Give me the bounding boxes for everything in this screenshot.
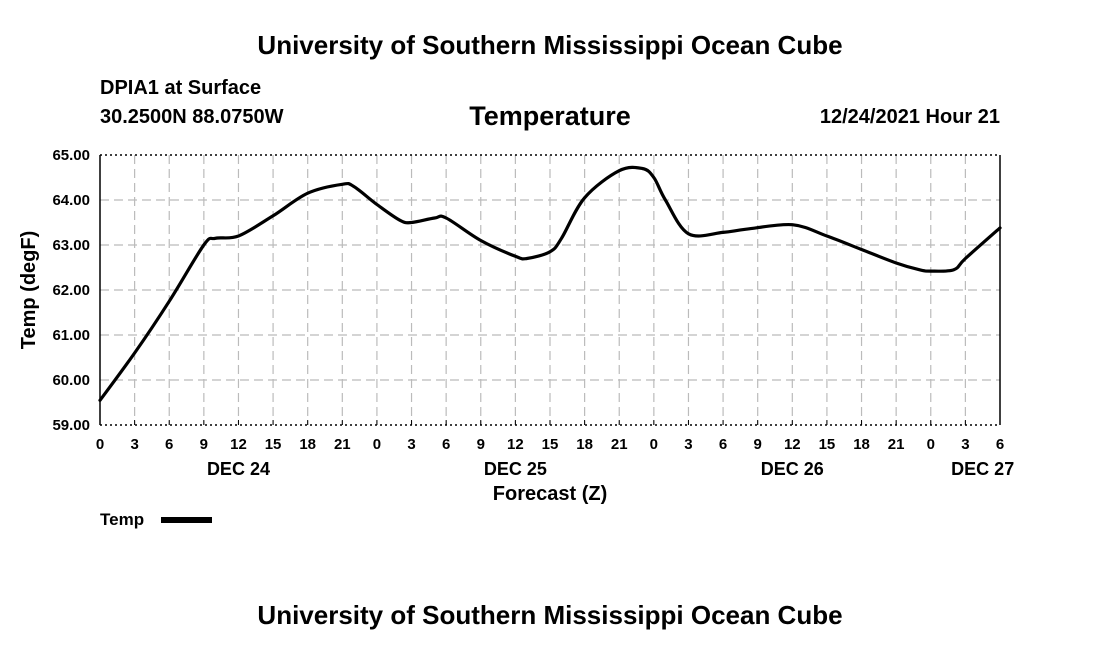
grid (100, 155, 1000, 425)
y-tick-label: 63.00 (52, 237, 90, 254)
date-label: DEC 25 (484, 459, 547, 479)
y-tick-label: 60.00 (52, 372, 90, 389)
x-tick-label: 12 (507, 436, 524, 453)
x-tick-label: 15 (542, 436, 559, 453)
x-tick-label: 21 (888, 436, 905, 453)
legend-line-swatch (161, 517, 212, 523)
x-tick-label: 3 (130, 436, 138, 453)
legend-label: Temp (100, 510, 145, 529)
date-label: DEC 24 (207, 459, 270, 479)
x-tick-label: 9 (477, 436, 485, 453)
x-tick-label: 21 (334, 436, 351, 453)
main-title: University of Southern Mississippi Ocean… (257, 30, 843, 60)
x-tick-label: 18 (576, 436, 593, 453)
footer-title: University of Southern Mississippi Ocean… (257, 600, 843, 630)
x-tick-label: 6 (996, 436, 1004, 453)
axes: 0 3 6 9 12 15 18 21 0 3 6 9 12 15 18 21 0 3 6 9 12 15 18 21 0 3 65… (52, 147, 1014, 479)
x-tick-label: 0 (96, 436, 104, 453)
x-tick-label: 15 (819, 436, 836, 453)
x-tick-label: 6 (442, 436, 450, 453)
date-label: DEC 26 (761, 459, 824, 479)
y-tick-label: 64.00 (52, 192, 90, 209)
temp-series-line (98, 165, 1002, 402)
y-tick-label: 61.00 (52, 327, 90, 344)
y-tick-label: 59.00 (52, 417, 90, 434)
coordinates-label: 30.2500N 88.0750W (100, 106, 284, 128)
x-tick-label: 9 (200, 436, 208, 453)
x-tick-label: 3 (684, 436, 692, 453)
x-tick-label: 18 (853, 436, 870, 453)
x-tick-label: 3 (407, 436, 415, 453)
x-tick-label: 18 (299, 436, 316, 453)
x-tick-label: 0 (927, 436, 935, 453)
x-tick-label: 0 (650, 436, 658, 453)
chart-title: Temperature (469, 101, 631, 131)
x-tick-label: 6 (165, 436, 173, 453)
x-tick-label: 12 (230, 436, 247, 453)
x-tick-label: 3 (961, 436, 969, 453)
datetime-label: 12/24/2021 Hour 21 (819, 106, 1000, 128)
date-label: DEC 27 (951, 459, 1014, 479)
y-tick-label: 65.00 (52, 147, 90, 164)
y-axis-label: Temp (degF) (18, 231, 40, 350)
y-tick-label: 62.00 (52, 282, 90, 299)
series-layer (98, 165, 1002, 402)
station-label: DPIA1 at Surface (100, 77, 262, 99)
x-tick-label: 21 (611, 436, 628, 453)
x-tick-label: 9 (754, 436, 762, 453)
x-tick-label: 6 (719, 436, 727, 453)
x-tick-label: 12 (784, 436, 801, 453)
x-tick-label: 0 (373, 436, 381, 453)
x-tick-label: 15 (265, 436, 282, 453)
x-axis-label: Forecast (Z) (493, 483, 607, 505)
